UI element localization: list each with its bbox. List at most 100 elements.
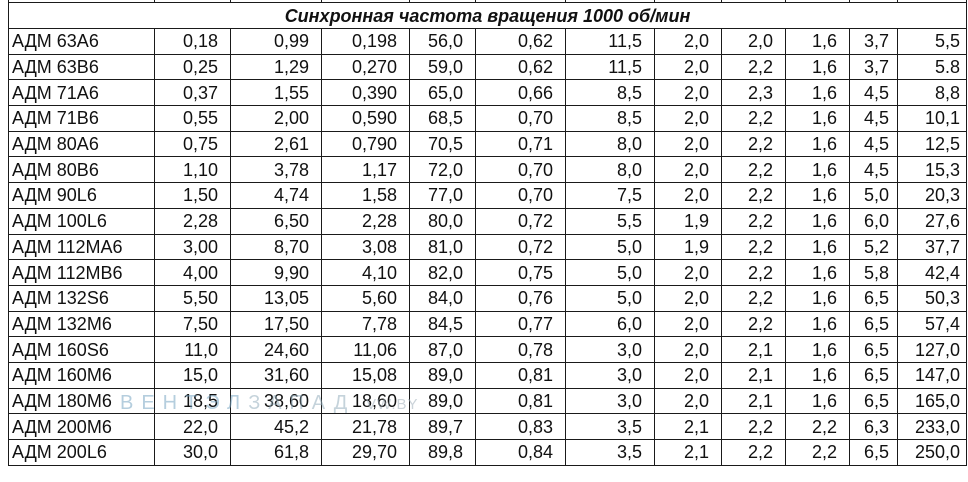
value-cell: 250,0 [897,439,967,466]
value-cell: 4,5 [849,105,898,132]
value-cell: 2,2 [721,413,786,440]
value-cell: 9,90 [230,259,322,286]
value-cell: 7,78 [321,310,410,338]
value-cell: 1,6 [785,284,850,312]
value-cell: 1,6 [785,207,850,235]
value-cell: 5,0 [565,233,655,261]
table-row: АДМ 63В6 0,25 1,29 0,270 59,0 0,62 11,5 2,0 2,2 1… [8,53,967,81]
value-cell: 3,0 [565,361,655,389]
value-cell: 84,5 [409,310,476,338]
table-row: АДМ 71А6 0,37 1,55 0,390 65,0 0,66 8,5 2,0 2,3 1,… [8,79,967,107]
value-cell: 5,0 [565,259,655,286]
value-cell: 2,2 [721,182,786,209]
value-cell: 0,71 [475,130,566,158]
value-cell: 0,72 [475,207,566,235]
value-cell: 2,28 [154,207,231,235]
value-cell: 89,8 [409,439,476,466]
value-cell: 72,0 [409,156,476,184]
value-cell: 27,6 [897,207,967,235]
value-cell: 6,3 [849,413,898,440]
value-cell: 89,0 [409,387,476,415]
value-cell: 0,75 [475,259,566,286]
value-cell: 0,62 [475,53,566,81]
value-cell: 2,2 [721,105,786,132]
value-cell: 30,0 [154,439,231,466]
table-row: АДМ 132М6 7,50 17,50 7,78 84,5 0,77 6,0 2,0 2,2 1… [8,310,967,338]
value-cell: 0,55 [154,105,231,132]
value-cell: 57,4 [897,310,967,338]
value-cell: 0,77 [475,310,566,338]
value-cell: 0,75 [154,130,231,158]
value-cell: 2,0 [654,259,722,286]
value-cell: 3,7 [849,53,898,81]
value-cell: 8,5 [565,79,655,107]
value-cell: 6,5 [849,387,898,415]
value-cell: 2,2 [721,310,786,338]
value-cell: 18,60 [321,387,410,415]
value-cell: 2,28 [321,207,410,235]
value-cell: 10,1 [897,105,967,132]
value-cell: 11,06 [321,336,410,363]
value-cell: 3,08 [321,233,410,261]
value-cell: 4,10 [321,259,410,286]
value-cell: 0,76 [475,284,566,312]
value-cell: 5,2 [849,233,898,261]
table-row: АДМ 100L6 2,28 6,50 2,28 80,0 0,72 5,5 1,9 2,2 1,… [8,207,967,235]
value-cell: 6,5 [849,361,898,389]
value-cell: 1,6 [785,105,850,132]
value-cell: 50,3 [897,284,967,312]
value-cell: 4,5 [849,130,898,158]
value-cell: 1,6 [785,156,850,184]
value-cell: 2,2 [721,233,786,261]
value-cell: 2,1 [721,336,786,363]
table-row: АДМ 180М6 18,5 38,60 18,60 89,0 0,81 3,0 2,0 2,1… [8,387,967,415]
motor-model-cell: АДМ 132М6 [8,310,155,338]
value-cell: 2,0 [654,53,722,81]
value-cell: 4,5 [849,79,898,107]
value-cell: 37,7 [897,233,967,261]
value-cell: 127,0 [897,336,967,363]
value-cell: 2,1 [654,413,722,440]
value-cell: 89,0 [409,361,476,389]
value-cell: 6,5 [849,310,898,338]
table-row: АДМ 160S6 11,0 24,60 11,06 87,0 0,78 3,0 2,0 2,1… [8,336,967,363]
value-cell: 45,2 [230,413,322,440]
value-cell: 21,78 [321,413,410,440]
value-cell: 15,3 [897,156,967,184]
value-cell: 5,5 [565,207,655,235]
value-cell: 22,0 [154,413,231,440]
value-cell: 20,3 [897,182,967,209]
value-cell: 5,0 [849,182,898,209]
value-cell: 4,5 [849,156,898,184]
value-cell: 6,5 [849,439,898,466]
value-cell: 1,6 [785,310,850,338]
value-cell: 70,5 [409,130,476,158]
value-cell: 1,6 [785,182,850,209]
value-cell: 1,6 [785,259,850,286]
value-cell: 6,50 [230,207,322,235]
value-cell: 2,0 [654,28,722,55]
value-cell: 1,29 [230,53,322,81]
value-cell: 7,50 [154,310,231,338]
value-cell: 2,0 [654,105,722,132]
value-cell: 3,7 [849,28,898,55]
value-cell: 81,0 [409,233,476,261]
value-cell: 0,70 [475,182,566,209]
motor-model-cell: АДМ 112МА6 [8,233,155,261]
value-cell: 61,8 [230,439,322,466]
value-cell: 6,5 [849,284,898,312]
motor-model-cell: АДМ 200М6 [8,413,155,440]
value-cell: 65,0 [409,79,476,107]
value-cell: 2,0 [654,387,722,415]
table-row: АДМ 200М6 22,0 45,2 21,78 89,7 0,83 3,5 2,1 2,2 2… [8,413,967,440]
value-cell: 2,0 [654,79,722,107]
table-row: АДМ 160М6 15,0 31,60 15,08 89,0 0,81 3,0 2,0 2,1… [8,361,967,389]
value-cell: 8,0 [565,130,655,158]
value-cell: 2,1 [721,387,786,415]
motor-model-cell: АДМ 160S6 [8,336,155,363]
value-cell: 1,58 [321,182,410,209]
value-cell: 1,6 [785,387,850,415]
value-cell: 84,0 [409,284,476,312]
value-cell: 2,0 [654,182,722,209]
value-cell: 2,2 [721,156,786,184]
